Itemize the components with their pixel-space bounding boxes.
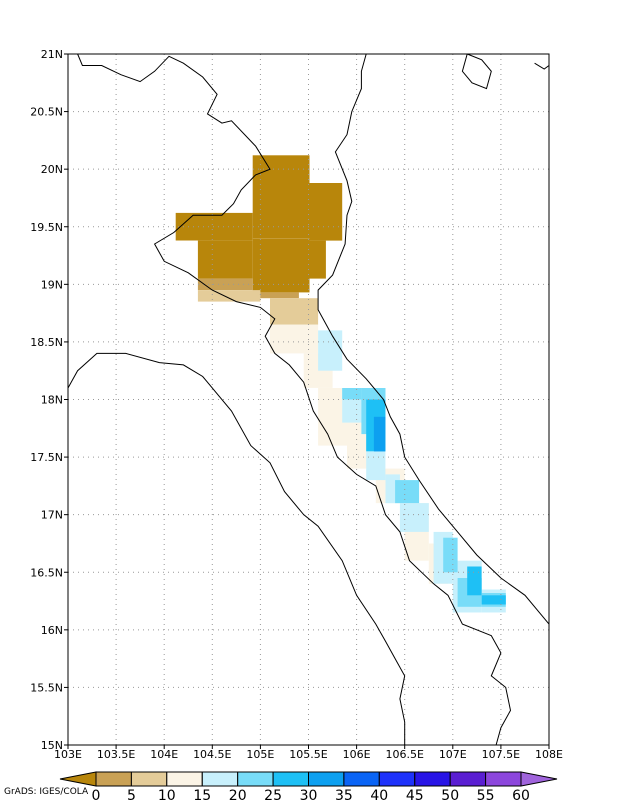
y-tick-label-6: 18N (41, 394, 63, 407)
y-tick-label-0: 15N (41, 739, 63, 752)
y-tick-label-11: 20.5N (30, 106, 63, 119)
x-tick-label-2: 104E (150, 748, 178, 761)
coastline-3 (461, 53, 492, 90)
colorbar-swatch-3 (201, 771, 239, 787)
colorbar-label-8: 40 (370, 788, 388, 800)
field-cell-33 (467, 566, 482, 596)
colorbar-swatch-2 (166, 771, 203, 787)
field-cell-9 (270, 298, 319, 325)
field-cell-29 (443, 537, 458, 573)
colorbar-label-11: 55 (477, 788, 495, 800)
colorbar-label-0: 0 (92, 788, 101, 800)
y-tick-label-5: 17.5N (30, 451, 63, 464)
colorbar-swatch-1 (130, 771, 168, 787)
y-tick-label-1: 15.5N (30, 681, 63, 694)
field-cell-35 (373, 416, 386, 452)
x-tick-label-1: 103.5E (97, 748, 135, 761)
colorbar-label-12: 60 (512, 788, 530, 800)
x-tick-label-6: 106E (343, 748, 371, 761)
x-tick-label-8: 107E (439, 748, 467, 761)
x-tick-label-10: 108E (535, 748, 563, 761)
colorbar-swatch-6 (308, 771, 345, 787)
y-tick-label-4: 17N (41, 509, 63, 522)
y-tick-label-12: 21N (41, 48, 63, 61)
x-tick-label-0: 103E (54, 748, 82, 761)
coastlines (67, 53, 550, 746)
coastline-4 (534, 62, 550, 70)
field-cell-6 (197, 278, 253, 291)
colorbar-arrow-left (59, 771, 97, 787)
grads-credit: GrADS: IGES/COLA (4, 787, 89, 797)
colorbar-label-7: 35 (335, 788, 353, 800)
field-cell-28 (395, 480, 420, 504)
field-cell-20 (366, 457, 386, 481)
field-cell-8 (197, 290, 261, 302)
grid-lines (68, 54, 549, 745)
x-tick-label-3: 104.5E (193, 748, 231, 761)
colorbar-swatch-9 (414, 771, 451, 787)
colorbar: 0 5 10 15 20 25 30 35 40 45 50 55 60 (59, 771, 558, 800)
colorbar-swatch-7 (343, 771, 380, 787)
field-cell-0 (252, 155, 310, 239)
field-cell-3 (197, 240, 253, 279)
field-cell-1 (309, 183, 343, 241)
colorbar-swatch-0 (95, 771, 132, 787)
field-cell-5 (309, 240, 326, 279)
colorbar-swatch-11 (485, 771, 522, 787)
colorbar-label-10: 50 (441, 788, 459, 800)
colorbar-swatch-5 (272, 771, 310, 787)
colorbar-arrow-right (520, 771, 558, 787)
colorbar-label-6: 30 (300, 788, 318, 800)
field-layer (175, 155, 506, 613)
field-cell-26 (342, 388, 362, 400)
y-tick-label-3: 16.5N (30, 566, 63, 579)
y-tick-label-8: 19N (41, 278, 63, 291)
colorbar-label-4: 20 (229, 788, 247, 800)
x-tick-label-9: 107.5E (482, 748, 520, 761)
field-cell-2 (175, 212, 253, 241)
colorbar-label-1: 5 (127, 788, 136, 800)
colorbar-label-9: 45 (406, 788, 424, 800)
x-tick-label-7: 106.5E (385, 748, 423, 761)
x-tick-label-5: 105.5E (289, 748, 327, 761)
colorbar-swatch-8 (378, 771, 416, 787)
y-tick-label-2: 16N (41, 624, 63, 637)
x-tick-label-4: 105E (246, 748, 274, 761)
field-cell-4 (252, 238, 310, 293)
y-tick-label-10: 20N (41, 163, 63, 176)
colorbar-swatch-4 (237, 771, 274, 787)
coastline-1 (67, 352, 406, 745)
colorbar-swatch-10 (449, 771, 487, 787)
coastline-0 (77, 53, 512, 746)
y-axis-ticks: 15N 15.5N 16N 16.5N 17N 17.5N 18N 18.5N 19N 19.5N… (30, 48, 68, 752)
colorbar-label-2: 10 (158, 788, 176, 800)
field-cell-22 (399, 503, 429, 532)
coastline-2 (317, 53, 550, 625)
y-tick-label-7: 18.5N (30, 336, 63, 349)
field-cell-12 (318, 388, 347, 446)
y-tick-label-9: 19.5N (30, 221, 63, 234)
field-cell-10 (270, 324, 319, 354)
x-axis-ticks: 103E 103.5E 104E 104.5E 105E 105.5E 106E 106.5E… (54, 745, 563, 761)
colorbar-label-3: 15 (193, 788, 211, 800)
colorbar-label-5: 25 (264, 788, 282, 800)
field-cell-34 (481, 595, 506, 605)
field-cell-7 (252, 292, 299, 299)
field-cell-17 (318, 330, 343, 371)
